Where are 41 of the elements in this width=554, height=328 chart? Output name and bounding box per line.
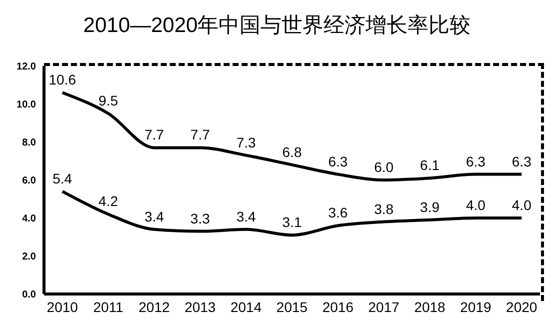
data-label: 4.2: [98, 193, 118, 210]
data-label: 3.9: [420, 198, 440, 215]
data-label: 4.0: [512, 197, 532, 213]
data-label: 6.3: [466, 153, 486, 170]
data-label: 10.6: [48, 72, 76, 88]
x-tick-label: 2016: [322, 298, 354, 315]
data-label: 7.7: [190, 126, 210, 143]
data-label: 7.3: [236, 134, 256, 150]
x-tick-label: 2017: [368, 298, 400, 315]
y-tick-label: 10.0: [16, 100, 36, 111]
y-tick-label: 0.0: [22, 290, 36, 301]
x-tick-label: 2010: [46, 298, 78, 315]
x-tick-label: 2014: [230, 298, 262, 315]
y-tick-label: 2.0: [22, 252, 36, 263]
data-label: 6.8: [282, 144, 302, 160]
x-tick-label: 2013: [184, 298, 216, 315]
data-label: 7.7: [144, 126, 164, 143]
data-label: 6.3: [512, 153, 532, 170]
x-tick-label: 2018: [414, 298, 446, 315]
chart-title: 2010—2020年中国与世界经济增长率比较: [82, 13, 472, 39]
x-tick-label: 2011: [93, 298, 124, 315]
data-label: 3.4: [236, 208, 256, 224]
y-tick-label: 12.0: [16, 62, 36, 73]
data-label: 6.3: [328, 153, 348, 170]
data-label: 6.1: [420, 157, 440, 174]
x-tick-label: 2015: [276, 298, 308, 315]
y-tick-label: 8.0: [22, 138, 36, 149]
x-tick-label: 2019: [460, 298, 492, 315]
data-label: 4.0: [466, 197, 486, 213]
data-label: 3.4: [144, 208, 164, 224]
data-label: 5.4: [52, 170, 72, 186]
y-tick-label: 6.0: [22, 176, 36, 187]
x-tick-label: 2012: [138, 298, 170, 315]
data-label: 9.5: [98, 92, 118, 108]
data-label: 3.1: [282, 214, 302, 230]
x-tick-label: 2020: [506, 298, 538, 315]
data-label: 3.6: [328, 204, 348, 221]
data-label: 3.8: [374, 200, 394, 217]
data-label: 6.0: [374, 159, 394, 175]
y-tick-label: 4.0: [22, 214, 36, 225]
data-label: 3.3: [190, 210, 210, 226]
